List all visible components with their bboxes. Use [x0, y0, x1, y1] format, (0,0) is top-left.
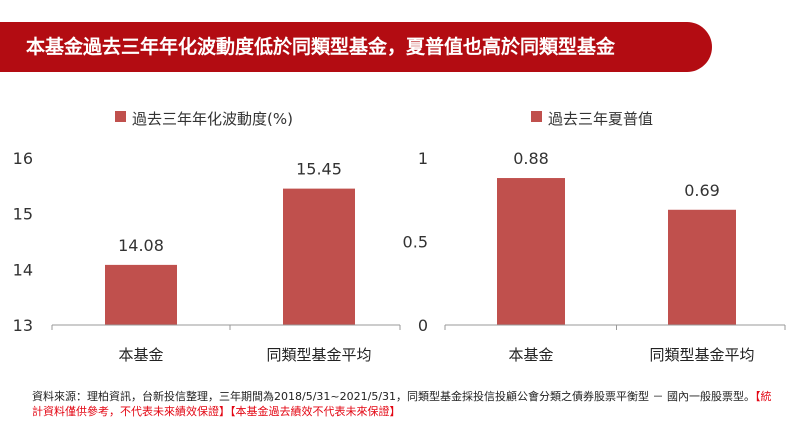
page-title: 本基金過去三年年化波動度低於同類型基金，夏普值也高於同類型基金	[26, 36, 616, 58]
y-tick-label: 14	[13, 260, 33, 279]
bar-value-label: 14.08	[118, 236, 164, 255]
legend-swatch	[115, 111, 126, 122]
x-category-label: 同類型基金平均	[266, 346, 371, 364]
y-tick-label: 13	[13, 316, 33, 335]
bar	[105, 264, 177, 325]
bar	[497, 178, 565, 325]
legend-label: 過去三年夏普值	[548, 110, 653, 128]
x-category-label: 本基金	[508, 346, 553, 364]
charts-area: 過去三年年化波動度(%) 13 14 15 16 14.08 本基金 15.45 同類型基金平均…	[13, 110, 786, 364]
y-tick-label: 15	[13, 205, 33, 224]
y-tick-label: 0.5	[403, 233, 428, 252]
y-tick-label: 0	[418, 316, 428, 335]
bar-value-label: 15.45	[296, 160, 342, 179]
legend-label: 過去三年年化波動度(%)	[132, 110, 293, 128]
title-banner: 本基金過去三年年化波動度低於同類型基金，夏普值也高於同類型基金	[0, 22, 712, 72]
source-note: 資料來源：理柏資訊，台新投信整理，三年期間為2018/5/31~2021/5/3…	[32, 390, 756, 403]
disclaimer-note: 【統計資料僅供參考，不代表未來績效保證】【本基金過去績效不代表未來保證】	[32, 390, 772, 418]
x-category-label: 本基金	[118, 346, 163, 364]
x-category-label: 同類型基金平均	[649, 346, 754, 364]
bar-value-label: 0.69	[684, 181, 720, 200]
bar	[283, 188, 355, 325]
footer-note: 資料來源：理柏資訊，台新投信整理，三年期間為2018/5/31~2021/5/3…	[32, 389, 780, 419]
legend-swatch	[531, 111, 542, 122]
bar-value-label: 0.88	[513, 149, 549, 168]
y-tick-label: 1	[418, 149, 428, 168]
bar	[668, 209, 736, 325]
y-tick-label: 16	[13, 149, 33, 168]
